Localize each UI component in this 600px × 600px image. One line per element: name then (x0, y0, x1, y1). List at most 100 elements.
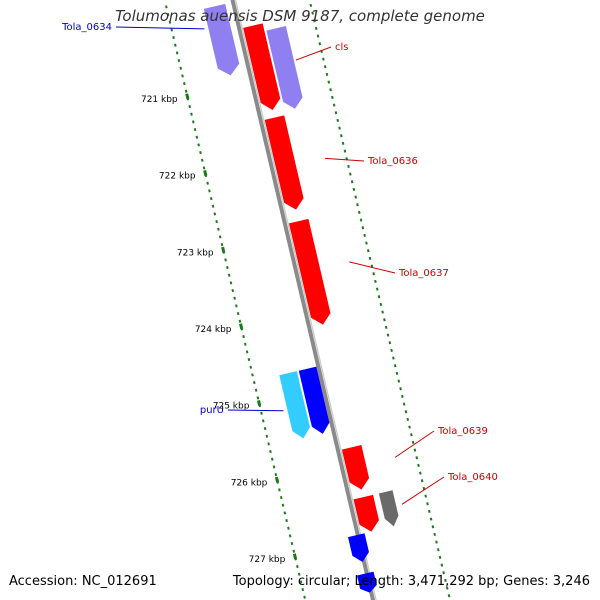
outer-track-dot (340, 134, 343, 138)
outer-track-dot (358, 210, 361, 214)
inner-track-dot (256, 396, 260, 400)
inner-track-dot (170, 28, 174, 32)
inner-track-dot (260, 411, 263, 415)
inner-track-dot (297, 572, 301, 576)
outer-track-dot (415, 456, 419, 460)
inner-track-dot (208, 189, 211, 193)
outer-track-dot (356, 203, 359, 207)
inner-track-dot (226, 265, 229, 270)
gene-label-tola_0640[interactable]: Tola_0640 (447, 472, 498, 483)
scale-tick-label: 727 kbp (249, 555, 286, 565)
outer-track-dot (426, 502, 429, 506)
inner-track-dot (224, 258, 227, 262)
inner-track-dot (181, 74, 184, 78)
inner-track-dot (195, 135, 199, 139)
outer-track-dot (361, 226, 365, 230)
inner-track-dot (168, 20, 172, 24)
leader-line (227, 409, 284, 412)
inner-track-dot (179, 66, 183, 70)
inner-track-dot (211, 204, 215, 208)
outer-track-dot (377, 295, 381, 299)
gene-arrow-tola_0634[interactable] (203, 3, 240, 76)
outer-track-dot (440, 563, 444, 567)
inner-track-dot (245, 350, 249, 354)
inner-track-dot (220, 242, 224, 247)
scale-tick-label: 726 kbp (231, 478, 268, 488)
inner-track-dot (233, 296, 236, 300)
gene-label-cls[interactable]: cls (335, 42, 349, 53)
inner-track-dot (242, 334, 245, 339)
gene-arrow-blue_lower[interactable] (348, 533, 369, 563)
inner-track-dot (281, 503, 285, 507)
gene-arrow-gray_gene[interactable] (378, 490, 399, 527)
gene-label-puru[interactable]: purU (200, 405, 224, 416)
gene-arrow-cls_lavender[interactable] (266, 26, 303, 109)
outer-track-dot (438, 555, 442, 559)
inner-track-dot (238, 319, 242, 323)
inner-track-dot (172, 35, 175, 40)
inner-track-dot (184, 89, 188, 93)
inner-track-dot (272, 465, 276, 469)
leader-line (295, 46, 332, 61)
scale-tick (203, 170, 208, 177)
leader-line (115, 26, 205, 30)
gene-arrow-puru_cyan[interactable] (279, 371, 310, 439)
outer-track-dot (433, 532, 436, 536)
inner-track-dot (202, 166, 206, 170)
outer-track-dot (329, 88, 332, 92)
gene-arrow-cls[interactable] (243, 23, 281, 110)
outer-track-dot (347, 164, 350, 168)
outer-track-dot (379, 302, 383, 306)
outer-track-dot (393, 364, 397, 368)
outer-track-dot (419, 471, 422, 475)
gene-arrow-tola_0637[interactable] (288, 218, 331, 325)
outer-track-dot (413, 448, 417, 452)
inner-track-dot (199, 150, 202, 155)
outer-track-dot (390, 348, 393, 352)
outer-track-dot (402, 402, 406, 406)
leader-line (401, 476, 445, 505)
inner-track-dot (190, 112, 193, 116)
gene-arrow-puru[interactable] (298, 366, 330, 434)
scale-tick-label: 725 kbp (213, 402, 250, 412)
outer-track-dot (316, 34, 320, 38)
gene-arrow-tola_0639[interactable] (341, 445, 370, 490)
gene-arrow-tola_0640[interactable] (353, 494, 379, 532)
outer-track-dot (444, 578, 447, 582)
outer-track-dot (323, 65, 327, 69)
gene-arrow-tola_0636[interactable] (264, 115, 304, 210)
outer-track-dot (313, 19, 316, 23)
outer-track-dot (445, 586, 449, 590)
inner-track-dot (227, 273, 231, 277)
inner-track-dot (177, 58, 181, 63)
outer-track-dot (354, 195, 357, 199)
leader-line (394, 430, 435, 458)
gene-label-tola_0634[interactable]: Tola_0634 (61, 22, 112, 33)
inner-track-dot (283, 511, 287, 515)
outer-track-dot (365, 241, 368, 245)
inner-track-dot (166, 12, 170, 17)
outer-track-dot (435, 540, 438, 544)
outer-track-dot (399, 387, 402, 391)
outer-track-dot (368, 256, 372, 260)
outer-track-dot (406, 417, 410, 421)
inner-track-dot (263, 426, 267, 431)
gene-label-tola_0639[interactable]: Tola_0639 (437, 426, 488, 437)
accession-text: Accession: NC_012691 (9, 574, 157, 589)
outer-track-dot (424, 494, 427, 498)
gene-label-tola_0637[interactable]: Tola_0637 (398, 268, 449, 279)
leader-line (349, 261, 396, 274)
outer-track-dot (384, 325, 388, 329)
gene-label-tola_0636[interactable]: Tola_0636 (367, 156, 418, 167)
genome-summary-text: Topology: circular; Length: 3,471,292 bp… (232, 574, 590, 589)
gene-arrow-blue_bottom[interactable] (356, 571, 377, 593)
inner-track-dot (290, 541, 294, 546)
outer-track-dot (374, 279, 377, 283)
genome-backbone (230, 0, 376, 600)
inner-track-dot (261, 419, 265, 423)
outer-track-dot (318, 42, 322, 46)
outer-track-dot (363, 233, 366, 237)
inner-track-dot (244, 342, 247, 346)
inner-track-dot (229, 281, 233, 285)
